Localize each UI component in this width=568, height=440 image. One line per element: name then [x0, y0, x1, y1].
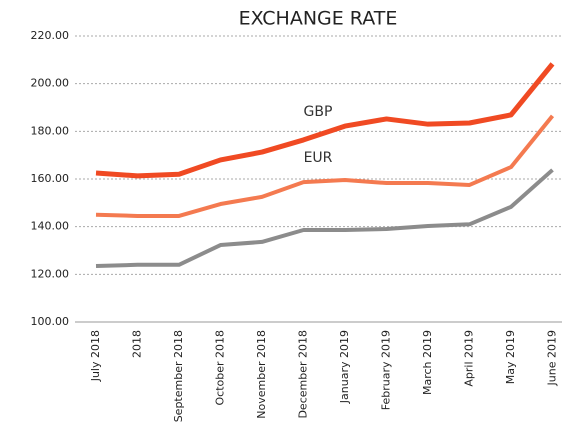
y-tick-label: 180.00 — [31, 124, 70, 137]
chart-title: EXCHANGE RATE — [239, 8, 398, 30]
y-tick-label: 100.00 — [31, 315, 70, 328]
y-tick-label: 160.00 — [31, 172, 70, 185]
x-tick-label: March 2019 — [421, 330, 434, 395]
series-label: EUR — [304, 150, 333, 166]
x-tick-label: January 2019 — [338, 330, 351, 404]
x-tick-label: February 2019 — [380, 330, 393, 410]
x-tick-label: April 2019 — [463, 330, 476, 387]
x-tick-label: June 2019 — [546, 330, 559, 386]
y-tick-label: 120.00 — [31, 267, 70, 280]
y-tick-label: 140.00 — [31, 220, 70, 233]
y-tick-label: 220.00 — [31, 29, 70, 42]
series-line — [95, 168, 554, 268]
x-tick-label: October 2018 — [214, 330, 227, 406]
x-tick-label: December 2018 — [297, 330, 310, 419]
x-tick-label: November 2018 — [255, 330, 268, 419]
series-line — [95, 114, 555, 218]
x-tick-label: July 2018 — [89, 330, 102, 382]
x-tick-label: May 2019 — [504, 330, 517, 384]
x-tick-label: September 2018 — [172, 330, 185, 422]
series-label: GBP — [304, 104, 333, 120]
series-line — [95, 62, 555, 179]
y-tick-label: 200.00 — [31, 77, 70, 90]
x-tick-label: 2018 — [131, 330, 144, 358]
